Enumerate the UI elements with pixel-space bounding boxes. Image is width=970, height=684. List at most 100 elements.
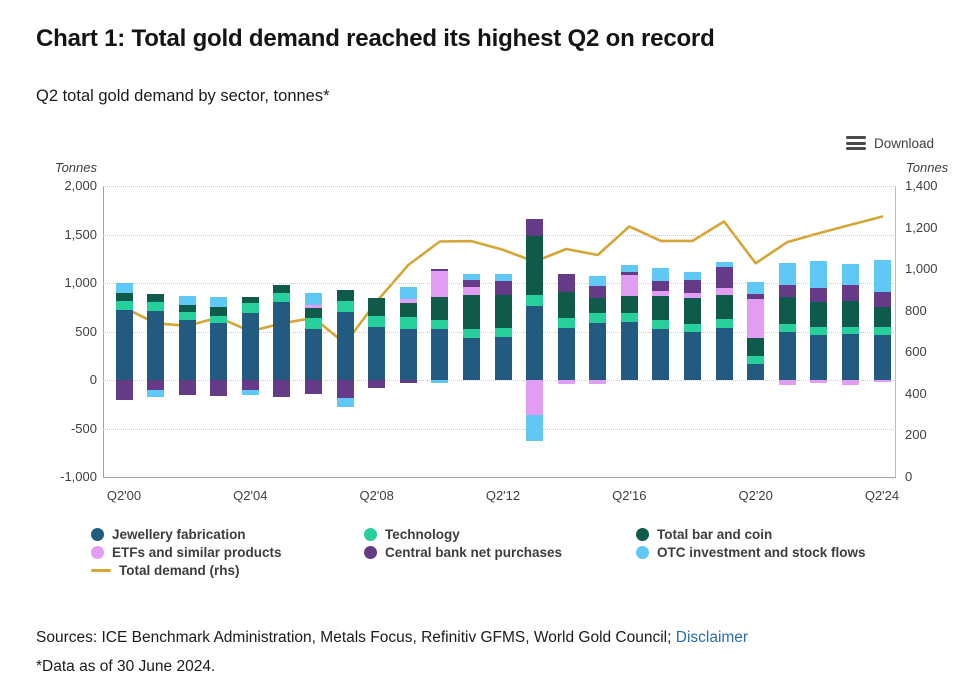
legend-item[interactable]: ETFs and similar products [91, 544, 282, 562]
bar-segment[interactable] [652, 291, 670, 297]
bar-segment[interactable] [368, 298, 386, 317]
bar-segment[interactable] [431, 329, 449, 380]
bar-segment[interactable] [841, 326, 859, 335]
bar-segment[interactable] [620, 312, 638, 323]
bar-segment[interactable] [526, 218, 544, 236]
bar-segment[interactable] [778, 331, 796, 380]
bar-segment[interactable] [178, 380, 196, 395]
bar-segment[interactable] [557, 292, 575, 319]
bar-segment[interactable] [210, 315, 228, 324]
bar-segment[interactable] [715, 319, 733, 328]
bar-segment[interactable] [336, 312, 354, 380]
bar-segment[interactable] [873, 307, 891, 327]
bar-segment[interactable] [747, 338, 765, 357]
bar-segment[interactable] [210, 323, 228, 380]
bar-segment[interactable] [652, 296, 670, 321]
bar-segment[interactable] [273, 284, 291, 293]
bar-segment[interactable] [684, 279, 701, 294]
bar-segment[interactable] [210, 297, 228, 308]
download-button[interactable]: Download [846, 133, 934, 153]
bar-segment[interactable] [715, 327, 733, 380]
bar-segment[interactable] [841, 334, 859, 380]
bar-segment[interactable] [431, 271, 449, 298]
bar-segment[interactable] [241, 303, 259, 313]
bar-segment[interactable] [462, 286, 480, 296]
bar-segment[interactable] [399, 380, 417, 384]
bar-segment[interactable] [147, 389, 165, 398]
bar-segment[interactable] [715, 295, 733, 320]
bar-segment[interactable] [684, 323, 701, 333]
bar-segment[interactable] [652, 328, 670, 380]
bar-segment[interactable] [873, 259, 891, 292]
bar-segment[interactable] [620, 322, 638, 380]
bar-segment[interactable] [778, 296, 796, 324]
bar-segment[interactable] [778, 284, 796, 297]
bar-segment[interactable] [684, 298, 701, 324]
bar-segment[interactable] [241, 297, 259, 304]
bar-segment[interactable] [462, 338, 480, 380]
bar-segment[interactable] [273, 302, 291, 380]
bar-segment[interactable] [336, 300, 354, 313]
bar-segment[interactable] [178, 311, 196, 320]
bar-segment[interactable] [368, 380, 386, 388]
bar-segment[interactable] [873, 326, 891, 336]
bar-segment[interactable] [810, 287, 828, 302]
bar-segment[interactable] [241, 312, 259, 380]
bar-segment[interactable] [557, 273, 575, 293]
bar-segment[interactable] [841, 380, 859, 385]
bar-segment[interactable] [620, 274, 638, 296]
bar-segment[interactable] [399, 316, 417, 330]
legend-item[interactable]: Jewellery fabrication [91, 526, 246, 544]
bar-segment[interactable] [747, 356, 765, 365]
bar-segment[interactable] [305, 308, 322, 318]
bar-segment[interactable] [462, 279, 480, 287]
bar-segment[interactable] [178, 319, 196, 380]
bar-segment[interactable] [399, 298, 417, 304]
bar-segment[interactable] [115, 283, 133, 293]
bar-segment[interactable] [715, 261, 733, 268]
bar-segment[interactable] [589, 313, 607, 324]
bar-segment[interactable] [147, 294, 165, 302]
bar-segment[interactable] [147, 380, 165, 390]
bar-segment[interactable] [336, 398, 354, 408]
bar-segment[interactable] [873, 380, 891, 383]
legend-item[interactable]: Total bar and coin [636, 526, 772, 544]
bar-segment[interactable] [873, 291, 891, 308]
bar-segment[interactable] [399, 329, 417, 380]
bar-segment[interactable] [526, 305, 544, 380]
bar-segment[interactable] [462, 274, 480, 280]
bar-segment[interactable] [557, 327, 575, 380]
bar-segment[interactable] [399, 287, 417, 299]
bar-segment[interactable] [178, 296, 196, 305]
bar-segment[interactable] [589, 380, 607, 384]
bar-segment[interactable] [336, 380, 354, 399]
bar-segment[interactable] [241, 390, 259, 395]
bar-segment[interactable] [431, 268, 449, 272]
bar-segment[interactable] [715, 288, 733, 296]
bar-segment[interactable] [778, 323, 796, 332]
bar-segment[interactable] [873, 335, 891, 380]
bar-segment[interactable] [778, 262, 796, 285]
legend-item[interactable]: Central bank net purchases [364, 544, 562, 562]
bar-segment[interactable] [115, 292, 133, 301]
bar-segment[interactable] [841, 301, 859, 327]
bar-segment[interactable] [589, 276, 607, 287]
bar-segment[interactable] [494, 295, 512, 328]
bar-segment[interactable] [557, 318, 575, 328]
bar-segment[interactable] [589, 286, 607, 298]
bar-segment[interactable] [210, 380, 228, 396]
bar-segment[interactable] [652, 280, 670, 292]
bar-segment[interactable] [368, 316, 386, 327]
bar-segment[interactable] [241, 380, 259, 391]
bar-segment[interactable] [715, 267, 733, 289]
disclaimer-link[interactable]: Disclaimer [675, 629, 749, 646]
bar-segment[interactable] [178, 304, 196, 312]
bar-segment[interactable] [620, 271, 638, 275]
bar-segment[interactable] [684, 332, 701, 380]
bar-segment[interactable] [620, 295, 638, 313]
legend-item[interactable]: OTC investment and stock flows [636, 544, 866, 562]
bar-segment[interactable] [431, 319, 449, 330]
bar-segment[interactable] [115, 300, 133, 310]
bar-segment[interactable] [747, 364, 765, 380]
bar-segment[interactable] [841, 263, 859, 286]
